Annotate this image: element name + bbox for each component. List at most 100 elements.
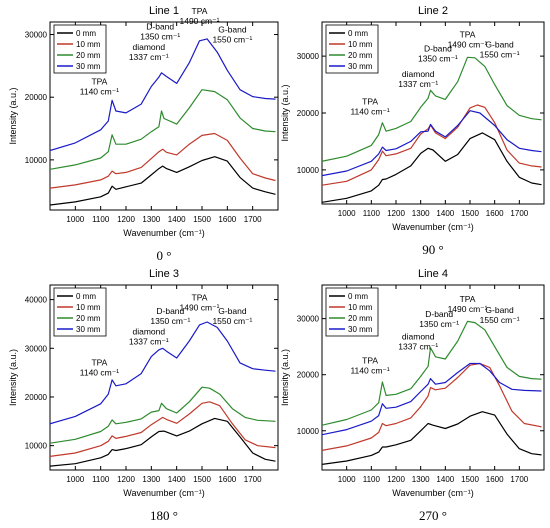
series-line-0-mm (322, 411, 542, 465)
series-line-30-mm (322, 110, 542, 177)
x-tick-label: 1100 (363, 475, 381, 484)
annotation-label: D-band (146, 22, 174, 32)
y-axis-label: Intensity (a.u.) (8, 349, 18, 406)
annotation-wavenumber: 1550 cm⁻¹ (480, 315, 520, 325)
x-tick-label: 1200 (117, 475, 135, 484)
annotation-label: diamond (132, 327, 165, 337)
annotation-wavenumber: 1337 cm⁻¹ (129, 337, 169, 347)
annotation-wavenumber: 1490 cm⁻¹ (180, 303, 220, 313)
y-tick-label: 10000 (297, 166, 320, 175)
x-tick-label: 1500 (193, 475, 211, 484)
series-line-10-mm (322, 104, 542, 186)
x-tick-label: 1300 (412, 209, 430, 218)
legend-entry: 10 mm (348, 40, 373, 49)
legend-entry: 30 mm (348, 62, 373, 71)
chart-panel-4: Line 4 1000 1100 1200 1300 1400 1500 1600 1700 10… (280, 268, 545, 523)
annotation-label: TPA (460, 294, 476, 304)
series-line-10-mm (50, 132, 276, 189)
annotation-wavenumber: 1350 cm⁻¹ (150, 316, 190, 326)
annotation-wavenumber: 1337 cm⁻¹ (398, 79, 438, 89)
x-tick-label: 1200 (387, 209, 405, 218)
annotation-label: diamond (402, 331, 435, 341)
annotation-label: diamond (132, 42, 165, 52)
annotation-wavenumber: 1140 cm⁻¹ (80, 367, 119, 377)
annotation-label: TPA (362, 355, 378, 365)
legend-entry: 20 mm (76, 314, 101, 323)
x-tick-label: 1500 (461, 209, 479, 218)
legend-entry: 0 mm (76, 292, 96, 301)
annotation-label: G-band (218, 306, 247, 316)
x-tick-label: 1000 (338, 209, 356, 218)
annotation-wavenumber: 1350 cm⁻¹ (419, 319, 459, 329)
series-line-30-mm (50, 321, 276, 425)
y-axis-label: Intensity (a.u.) (280, 349, 290, 406)
x-axis-label: Wavenumber (cm⁻¹) (123, 228, 204, 238)
annotation-label: G-band (485, 305, 514, 315)
y-axis-label: Intensity (a.u.) (280, 84, 290, 141)
x-tick-label: 1100 (363, 209, 381, 218)
y-tick-label: 10000 (297, 427, 320, 436)
x-tick-label: 1400 (436, 475, 454, 484)
chart-panel-2: Line 2 1000 1100 1200 1300 1400 1500 1600 1700 10… (280, 5, 545, 257)
y-tick-label: 20000 (297, 109, 320, 118)
x-tick-label: 1700 (510, 209, 528, 218)
x-tick-label: 1300 (412, 475, 430, 484)
y-tick-label: 10000 (25, 442, 48, 451)
annotation-label: G-band (485, 40, 514, 50)
x-tick-label: 1000 (338, 475, 356, 484)
x-tick-label: 1700 (244, 475, 262, 484)
annotation-label: TPA (91, 357, 107, 367)
annotation-wavenumber: 1337 cm⁻¹ (129, 52, 169, 62)
annotation-wavenumber: 1490 cm⁻¹ (180, 16, 220, 26)
chart-title: Line 1 (149, 5, 179, 17)
y-tick-label: 30000 (25, 31, 48, 40)
x-tick-label: 1600 (218, 215, 236, 224)
y-tick-label: 40000 (25, 296, 48, 305)
panel-caption: 180 ° (150, 508, 178, 523)
annotation-label: D-band (424, 44, 452, 54)
annotation-wavenumber: 1490 cm⁻¹ (448, 39, 488, 49)
legend-entry: 30 mm (76, 62, 101, 71)
panel-caption: 90 ° (422, 242, 443, 257)
x-axis-label: Wavenumber (cm⁻¹) (392, 222, 473, 232)
y-tick-label: 30000 (297, 315, 320, 324)
series-line-20-mm (322, 56, 542, 162)
legend-entry: 0 mm (348, 292, 368, 301)
chart-title: Line 3 (149, 268, 179, 280)
annotation-label: D-band (425, 309, 453, 319)
x-tick-label: 1400 (168, 215, 186, 224)
x-tick-label: 1700 (244, 215, 262, 224)
annotation-wavenumber: 1350 cm⁻¹ (418, 54, 458, 64)
chart-panel-3: Line 3 1000 1100 1200 1300 1400 1500 1600 1700 10… (8, 268, 279, 523)
legend-entry: 30 mm (348, 325, 373, 334)
x-tick-label: 1100 (92, 215, 110, 224)
series-line-0-mm (50, 417, 276, 467)
annotation-wavenumber: 1490 cm⁻¹ (448, 304, 488, 314)
legend-entry: 10 mm (348, 303, 373, 312)
series-line-20-mm (50, 89, 276, 170)
chart-title: Line 2 (418, 5, 448, 17)
x-tick-label: 1300 (142, 475, 160, 484)
annotation-wavenumber: 1140 cm⁻¹ (350, 106, 389, 116)
annotation-label: TPA (91, 77, 107, 87)
y-tick-label: 30000 (25, 344, 48, 353)
annotation-wavenumber: 1140 cm⁻¹ (350, 365, 389, 375)
plot-frame (321, 284, 545, 471)
x-tick-label: 1500 (193, 215, 211, 224)
legend-entry: 20 mm (348, 314, 373, 323)
annotation-wavenumber: 1550 cm⁻¹ (212, 316, 252, 326)
chart-title: Line 4 (418, 268, 448, 280)
series-line-10-mm (50, 401, 276, 457)
y-tick-label: 20000 (25, 393, 48, 402)
